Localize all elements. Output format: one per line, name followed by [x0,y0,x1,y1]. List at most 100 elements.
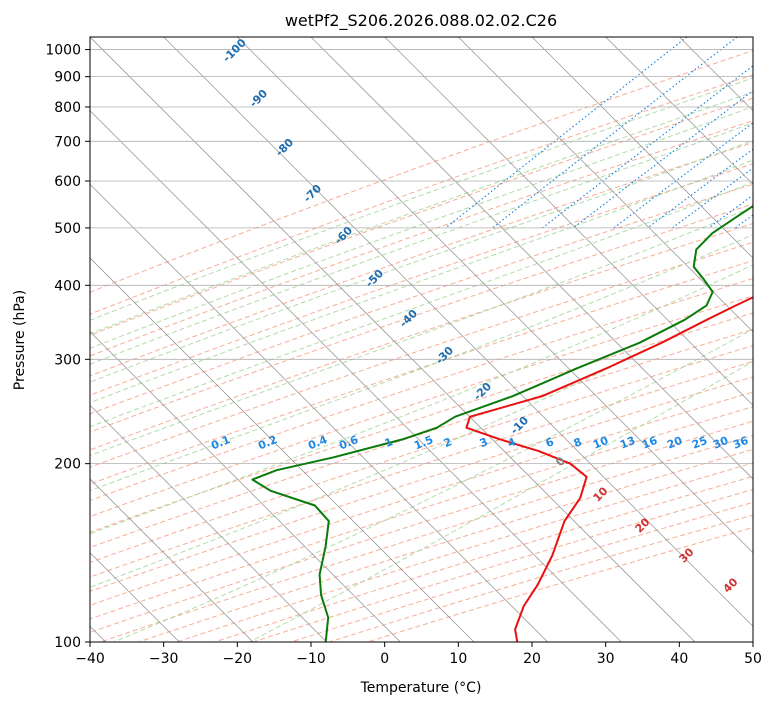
dry-adiabat-label: -60 [332,224,355,247]
dry-adiabat-label: -20 [471,380,494,403]
x-tick-label: −10 [296,651,326,667]
moist-adiabat-line [249,360,753,642]
series-layer [251,204,753,642]
isotherm-line [752,37,753,38]
dry-adiabat-line [90,391,753,606]
x-tick-label: −40 [75,651,105,667]
dry-adiabat-line [90,183,753,415]
isotherm-line [384,37,753,406]
mixing-ratio-label: 2 [442,435,454,450]
dry-adiabat-line [90,312,753,533]
moist-adiabat-line [90,296,753,588]
x-tick-label: 50 [744,651,762,667]
y-tick-label: 100 [54,635,81,651]
background-lines [90,37,753,642]
dry-adiabat-label: 40 [721,575,741,595]
mixing-ratio-line [672,167,753,229]
moist-adiabat-line [90,159,753,404]
x-tick-label: −30 [149,651,179,667]
moist-adiabat-line [90,77,753,321]
moist-adiabat-line [90,181,753,428]
dry-adiabat-line [90,376,753,592]
dry-adiabat-line [328,514,753,642]
isotherm-line [90,331,401,642]
y-tick-label: 300 [54,352,81,368]
dry-adiabat-label: 10 [591,484,611,504]
dry-adiabat-line [90,241,753,468]
isotherm-line [605,37,753,185]
x-tick-label: 20 [523,651,541,667]
mixing-ratio-label: 10 [591,434,610,452]
dry-adiabat-line [90,74,753,315]
isotherm-line [531,37,753,259]
mixing-ratio-label: 3 [478,435,490,450]
x-axis: −40 −30 −20 −10 0 10 20 30 40 50 [75,642,762,667]
profile-line [465,296,753,642]
plot-frame [89,36,754,643]
dry-adiabat-line [90,141,753,377]
mixing-ratio-label: 16 [640,434,659,452]
dry-adiabat-label: -80 [273,136,296,159]
isotherm-line [458,37,753,333]
mixing-ratio-label: 20 [665,434,684,452]
moist-adiabat-line [113,328,753,642]
profile-line [251,204,753,642]
mixing-ratio-line [492,37,738,229]
dry-adiabat-label: -50 [363,267,386,290]
y-tick-label: 1000 [45,43,81,59]
dry-adiabat-line [90,97,753,336]
dry-adiabat-line [90,120,753,357]
mixing-ratio-label: 1 [383,435,395,450]
dry-adiabat-line [290,501,753,642]
moist-adiabat-line [90,264,753,535]
y-tick-label: 200 [54,457,81,473]
dry-adiabat-line [90,328,753,548]
isotherm-line [90,478,254,642]
dry-adiabat-line [367,526,753,642]
y-tick-label: 600 [54,174,81,190]
dry-adiabat-line [90,360,753,578]
isotherm-line [90,257,475,642]
dry-adiabat-line [90,295,753,518]
mixing-ratio-label: 0.6 [337,433,360,452]
line-labels: -100-90-80-70-60-50-40-30-20-10010203040… [209,36,750,596]
moist-adiabat-line [90,106,753,349]
isotherm-line [310,37,753,480]
y-tick-label: 400 [54,278,81,294]
dry-adiabat-line [90,406,753,620]
dry-adiabat-label: -30 [433,344,456,367]
dry-adiabat-line [90,163,753,396]
mixing-ratio-label: 25 [690,434,709,452]
y-tick-label: 500 [54,221,81,237]
x-tick-label: 10 [449,651,467,667]
dry-adiabat-label: -40 [397,307,420,330]
mixing-ratio-line [572,89,753,229]
y-axis: 1000 900 800 700 600 500 400 300 200 100 [45,43,90,651]
y-tick-label: 900 [54,70,81,86]
isotherm-line [90,37,696,642]
mixing-ratio-line [734,214,753,229]
isotherm-line [237,37,753,554]
x-tick-label: 40 [670,651,688,667]
y-axis-label: Pressure (hPa) [12,290,28,390]
moist-adiabat-line [90,206,753,457]
mixing-ratio-label: 0.1 [209,433,232,452]
dry-adiabat-line [90,203,753,433]
dry-adiabat-label: -70 [301,182,324,205]
mixing-ratio-label: 13 [618,434,637,452]
moist-adiabat-line [90,122,753,365]
y-tick-label: 700 [54,134,81,150]
x-tick-label: −20 [223,651,253,667]
dry-adiabat-line [100,434,753,642]
mixing-ratio-label: 8 [572,435,584,450]
chart-title: wetPf2_S206.2026.088.02.02.C26 [285,11,557,31]
x-tick-label: 30 [597,651,615,667]
dry-adiabat-line [90,222,753,451]
isotherm-line [90,404,327,642]
dry-adiabat-line [90,260,753,485]
dry-adiabat-line [90,345,753,563]
y-tick-label: 800 [54,100,81,116]
mixing-ratio-label: 30 [711,434,730,452]
x-axis-label: Temperature (°C) [360,680,482,696]
